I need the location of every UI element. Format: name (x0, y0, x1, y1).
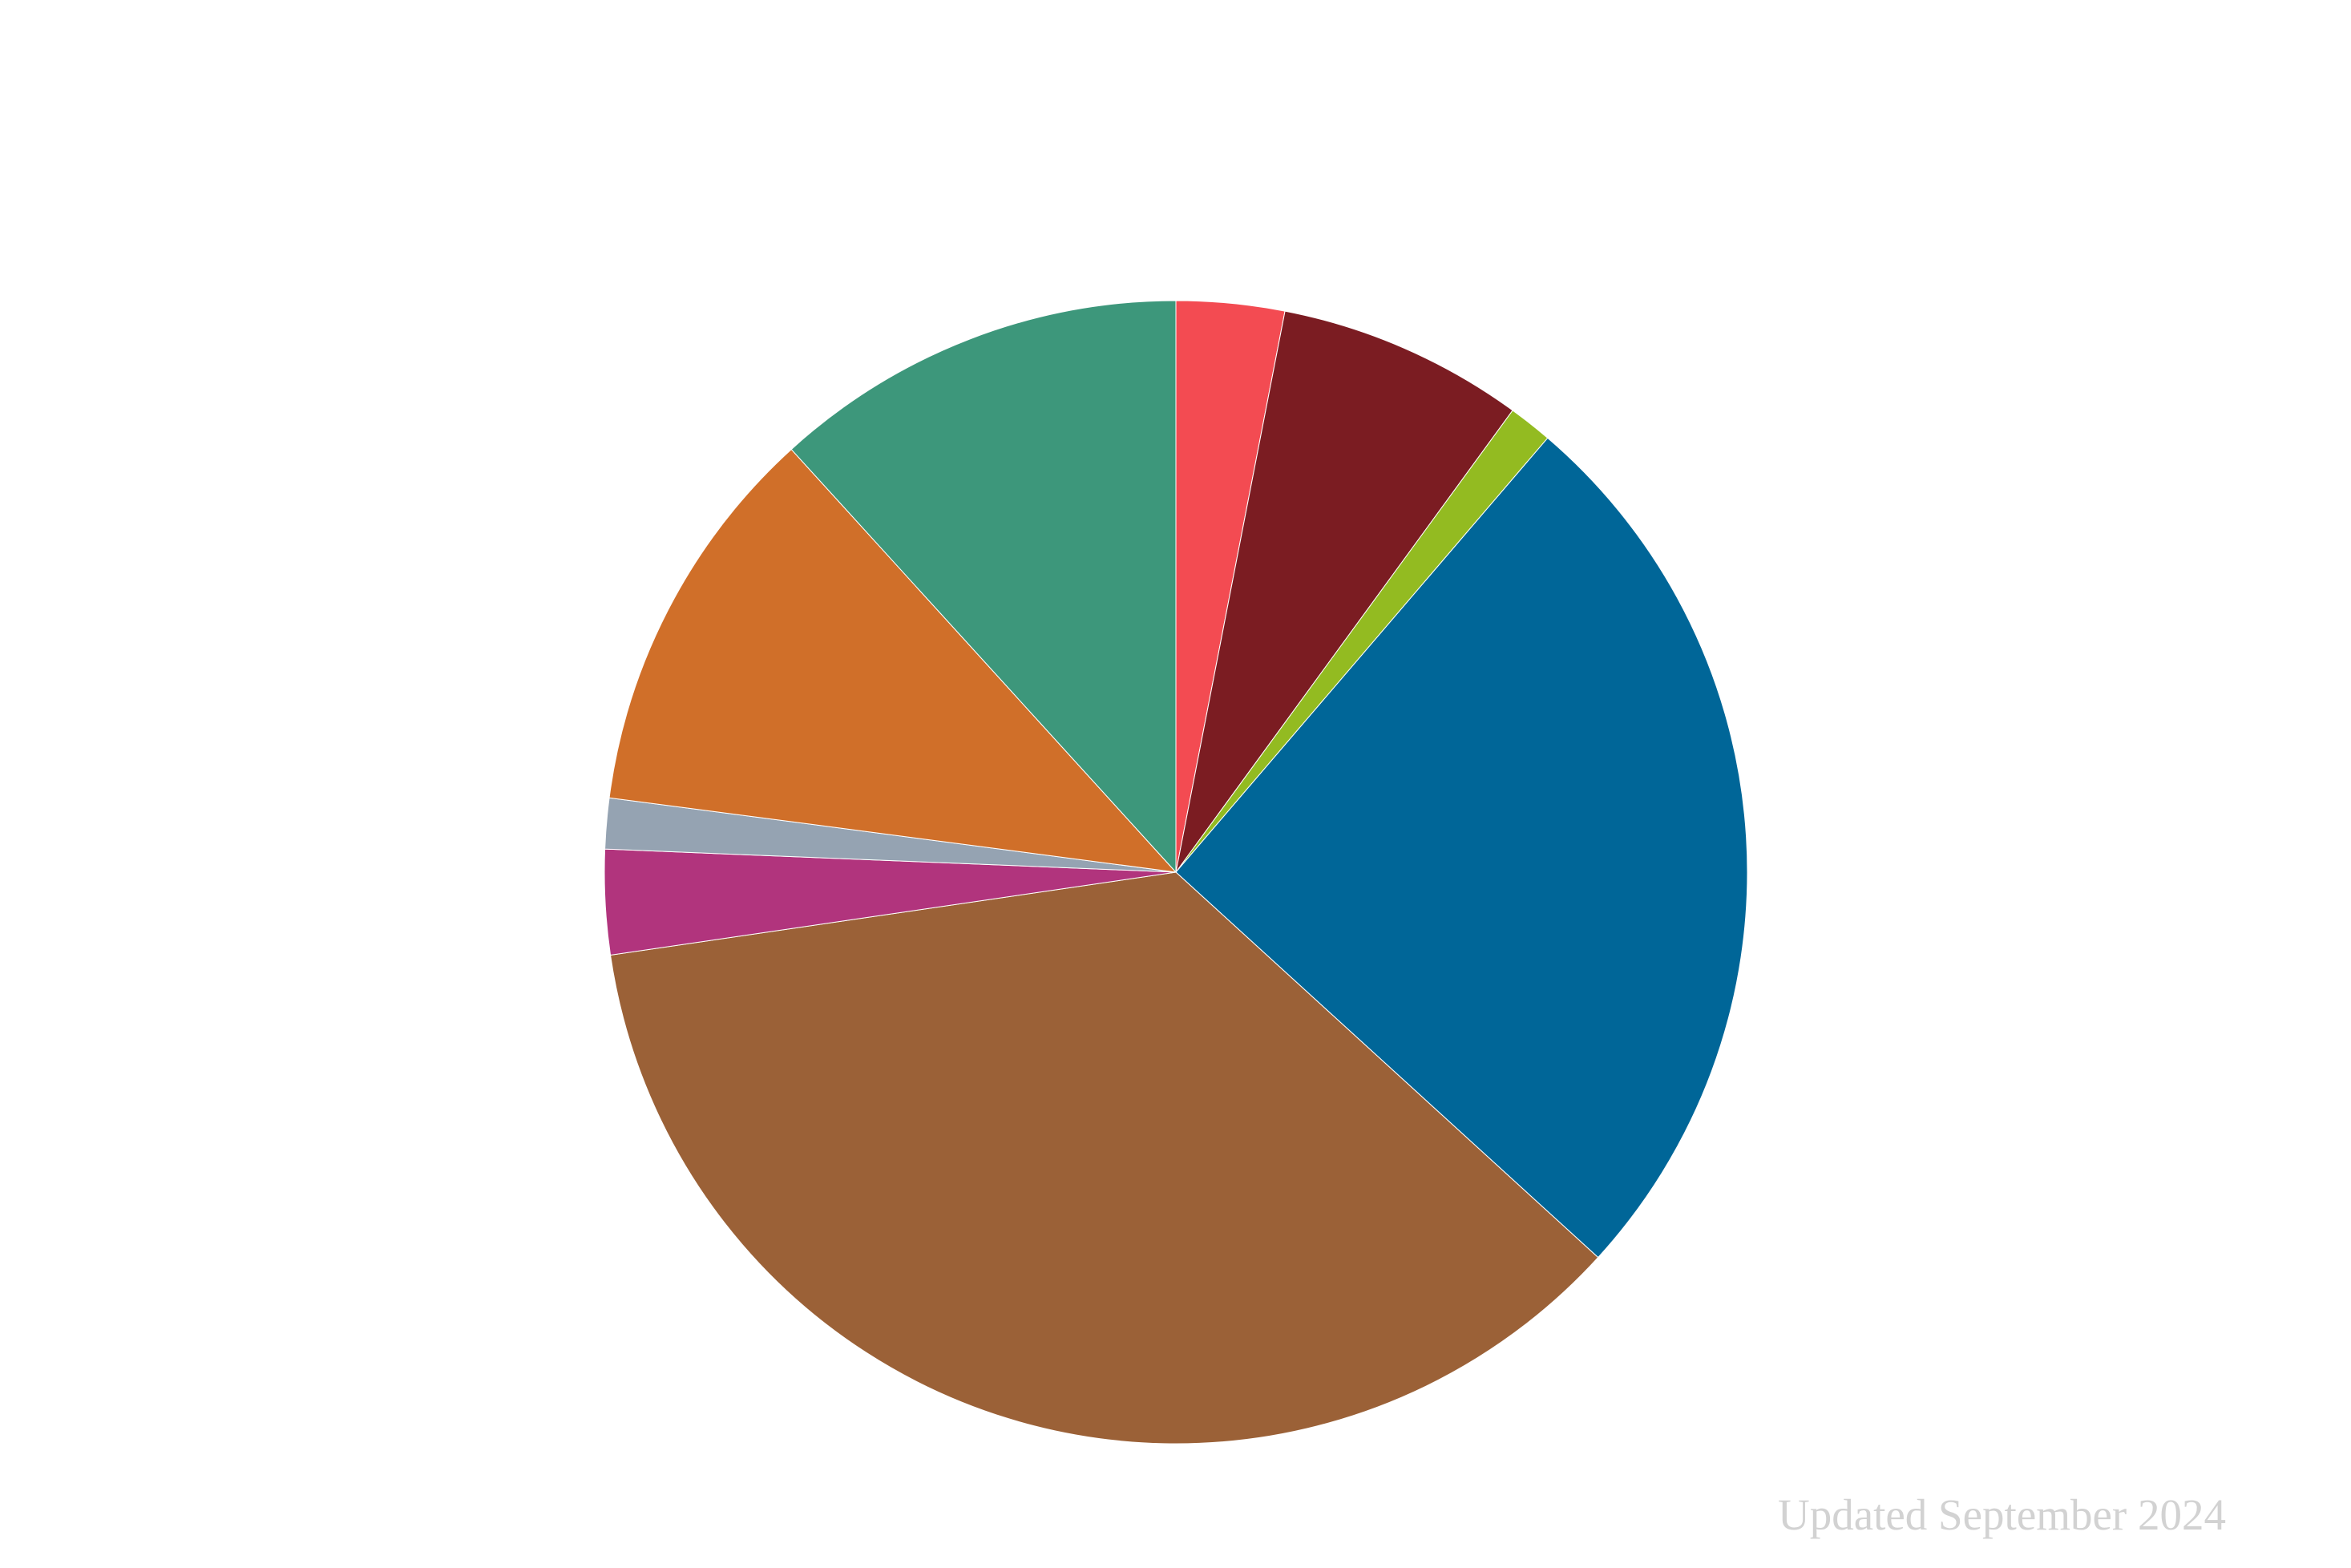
pie-slice-9 (790, 300, 1177, 874)
pie-slices (604, 300, 1748, 1445)
pie-slice-2 (1175, 310, 1513, 873)
pie-slice-4 (1175, 437, 1748, 1259)
updated-annotation: Updated September 2024 (1777, 1490, 2226, 1539)
pie-slice-8 (608, 448, 1178, 873)
pie-slice-5 (609, 871, 1599, 1445)
